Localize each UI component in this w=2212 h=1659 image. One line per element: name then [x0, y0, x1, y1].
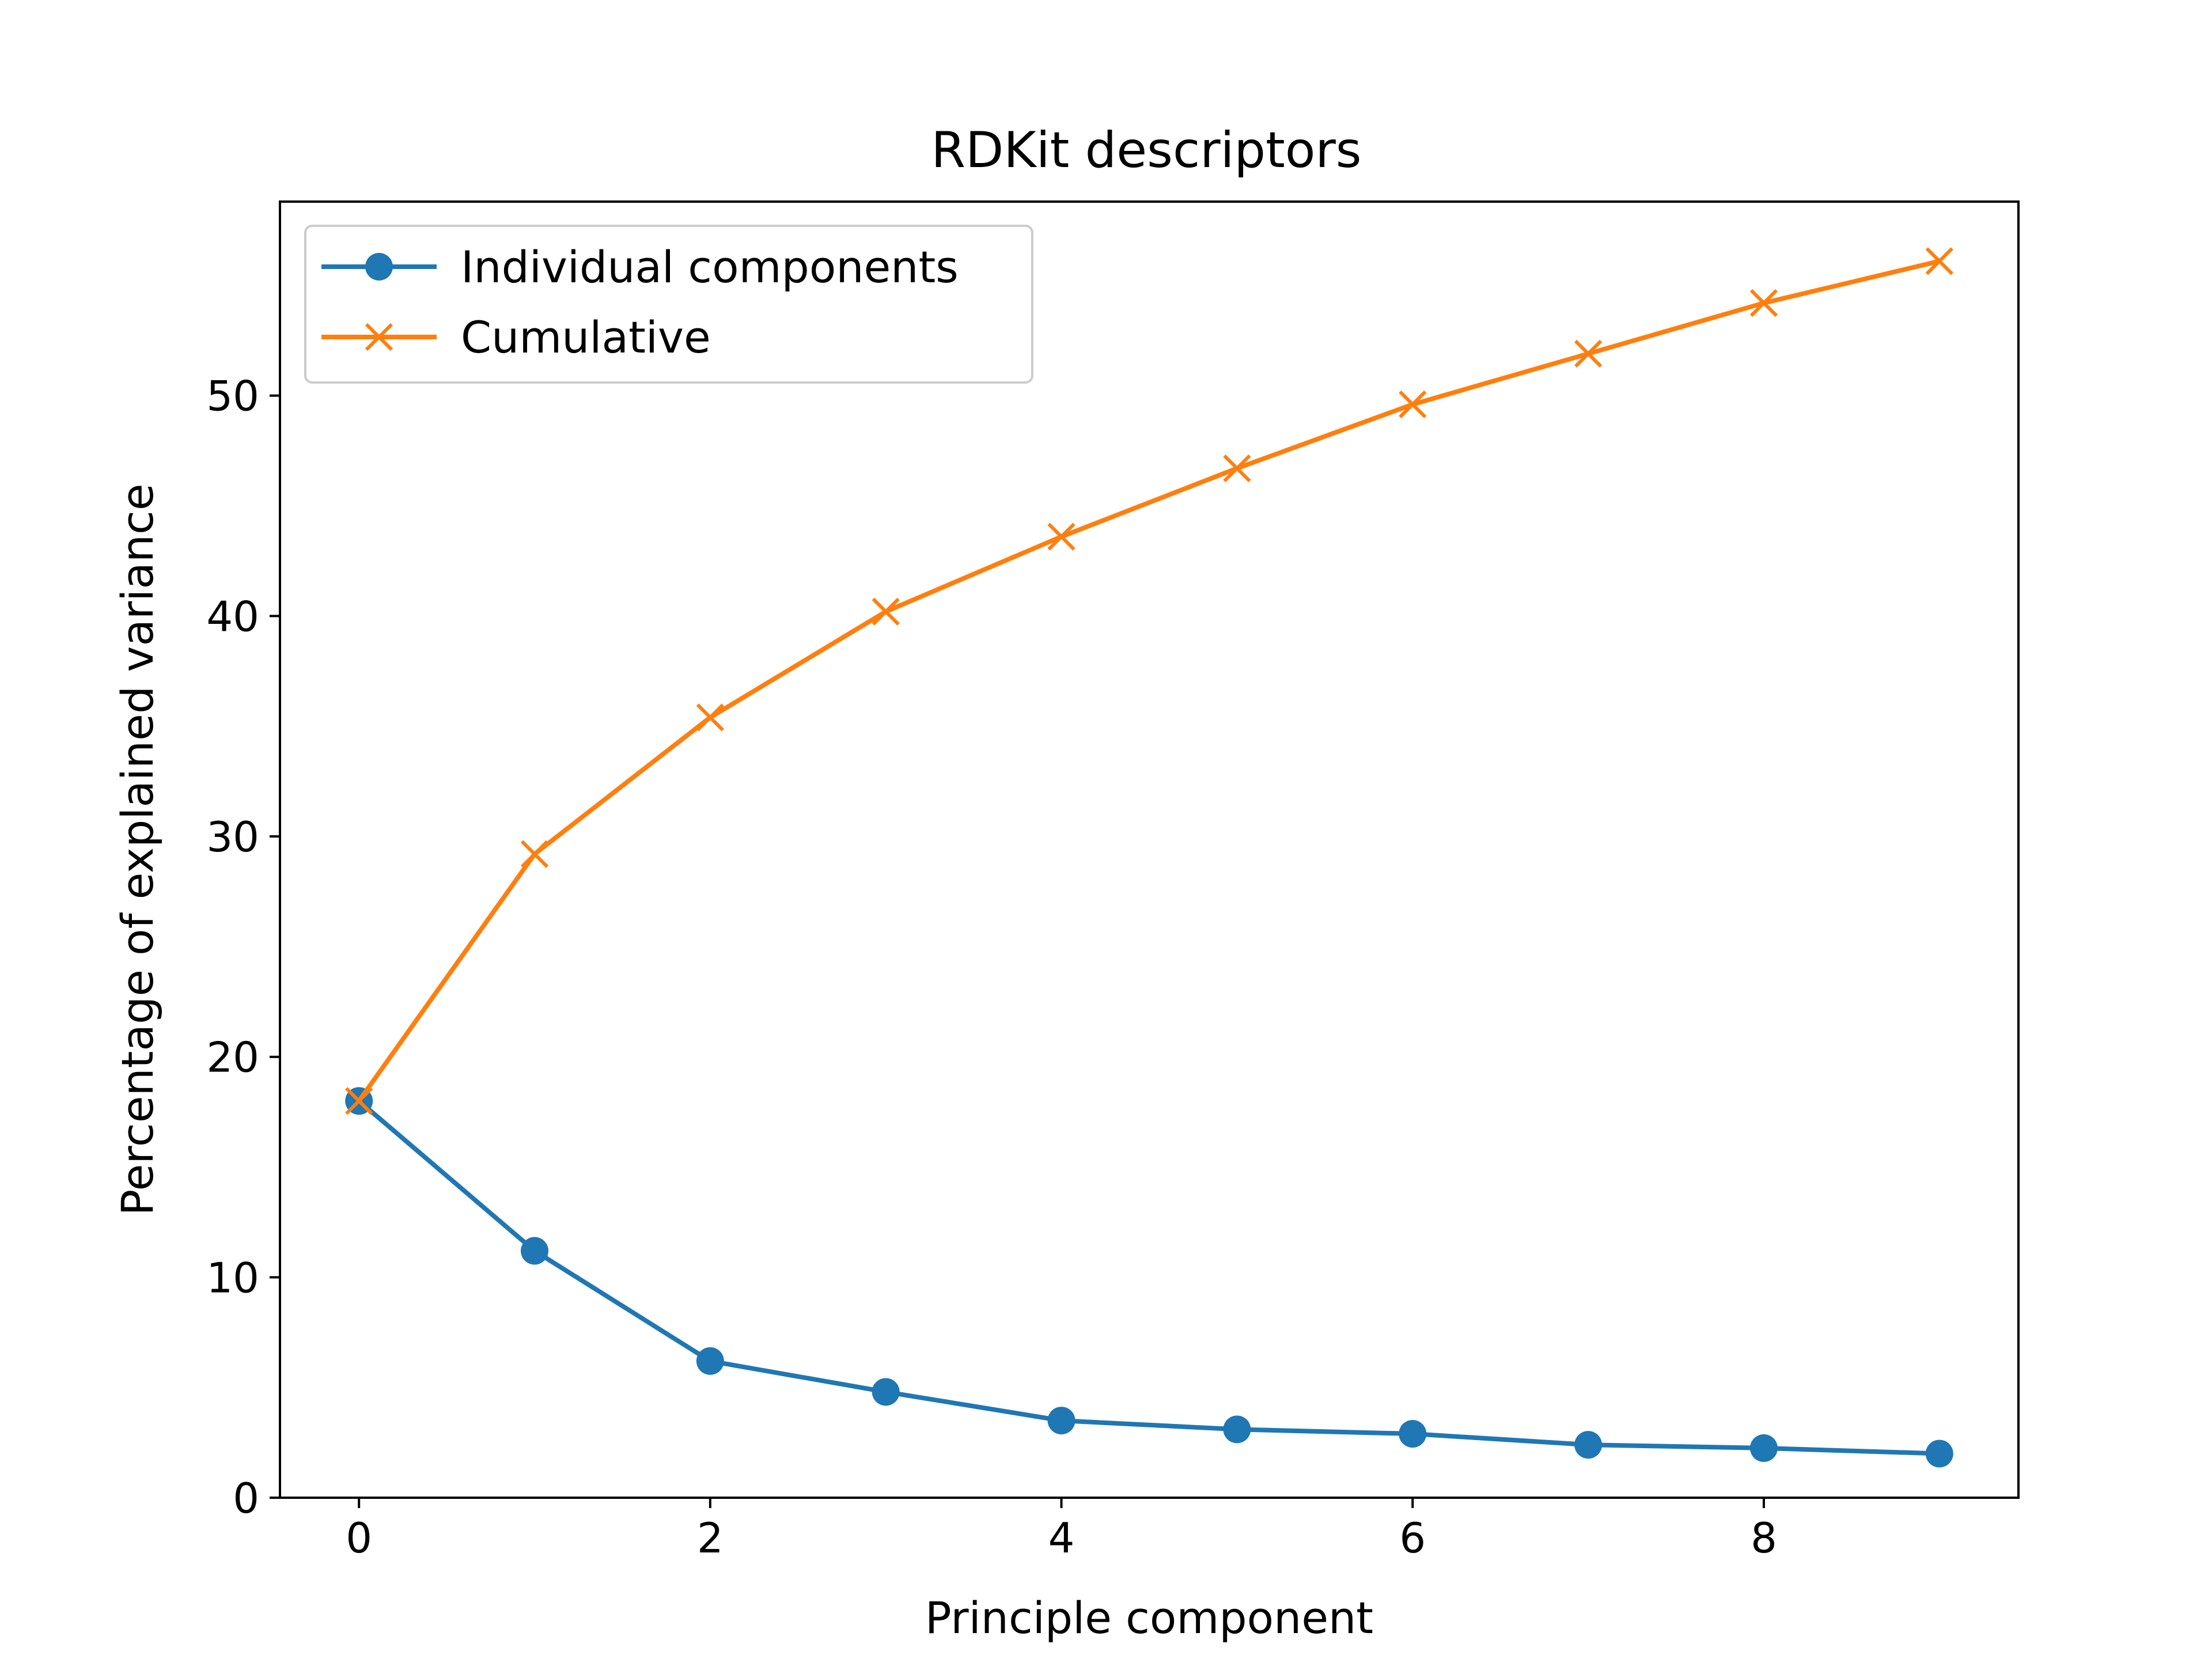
data-point [872, 1378, 900, 1406]
data-point [1047, 522, 1075, 551]
x-axis-ticks: 0 2 4 6 8 [346, 1498, 1777, 1562]
series-line [357, 1099, 1940, 1456]
data-point [1399, 390, 1427, 419]
x-tick-label: 6 [1399, 1514, 1426, 1562]
legend-entry: Individual components [321, 241, 959, 293]
x-tick-label: 0 [346, 1514, 372, 1562]
data-point [1749, 289, 1778, 317]
chart-title: RDKit descriptors [931, 122, 1361, 179]
data-point [1749, 1434, 1778, 1462]
series-cumulative [345, 247, 1953, 1115]
data-point [696, 703, 725, 732]
y-tick-label: 20 [206, 1033, 259, 1082]
y-tick-label: 30 [206, 813, 259, 861]
legend-entry: Cumulative [321, 312, 711, 363]
data-point [1047, 1407, 1075, 1435]
series-line [357, 259, 1940, 1103]
legend-marker [365, 323, 393, 351]
legend-entries: Individual components Cumulative [321, 241, 959, 363]
x-tick-label: 2 [697, 1514, 724, 1562]
plot-series [345, 247, 1953, 1468]
data-point [872, 597, 900, 626]
data-point [1925, 1440, 1953, 1468]
legend-label: Individual components [461, 241, 959, 293]
legend: Individual components Cumulative [304, 225, 1033, 384]
y-tick-label: 50 [206, 372, 259, 421]
y-axis-ticks: 0 10 20 30 40 50 [206, 372, 280, 1522]
data-point [1223, 454, 1251, 483]
y-axis-label: Percentage of explained variance [112, 483, 163, 1215]
data-point [1925, 247, 1953, 275]
y-tick-label: 0 [233, 1474, 259, 1522]
data-point [521, 1237, 549, 1265]
data-point [1574, 339, 1603, 368]
data-point [1399, 1420, 1427, 1448]
legend-label: Cumulative [461, 312, 711, 363]
data-point [520, 840, 549, 868]
x-tick-label: 4 [1048, 1514, 1075, 1562]
data-point [345, 1087, 373, 1115]
legend-box [304, 225, 1033, 384]
data-point [1223, 1415, 1251, 1444]
data-point [1574, 1431, 1603, 1459]
y-tick-label: 10 [206, 1253, 259, 1302]
y-tick-label: 40 [206, 592, 259, 641]
x-axis-label: Principle component [925, 1592, 1373, 1643]
x-tick-label: 8 [1751, 1514, 1777, 1562]
legend-marker [365, 253, 393, 281]
data-point [696, 1347, 724, 1375]
plot-area-frame [279, 200, 2020, 1499]
